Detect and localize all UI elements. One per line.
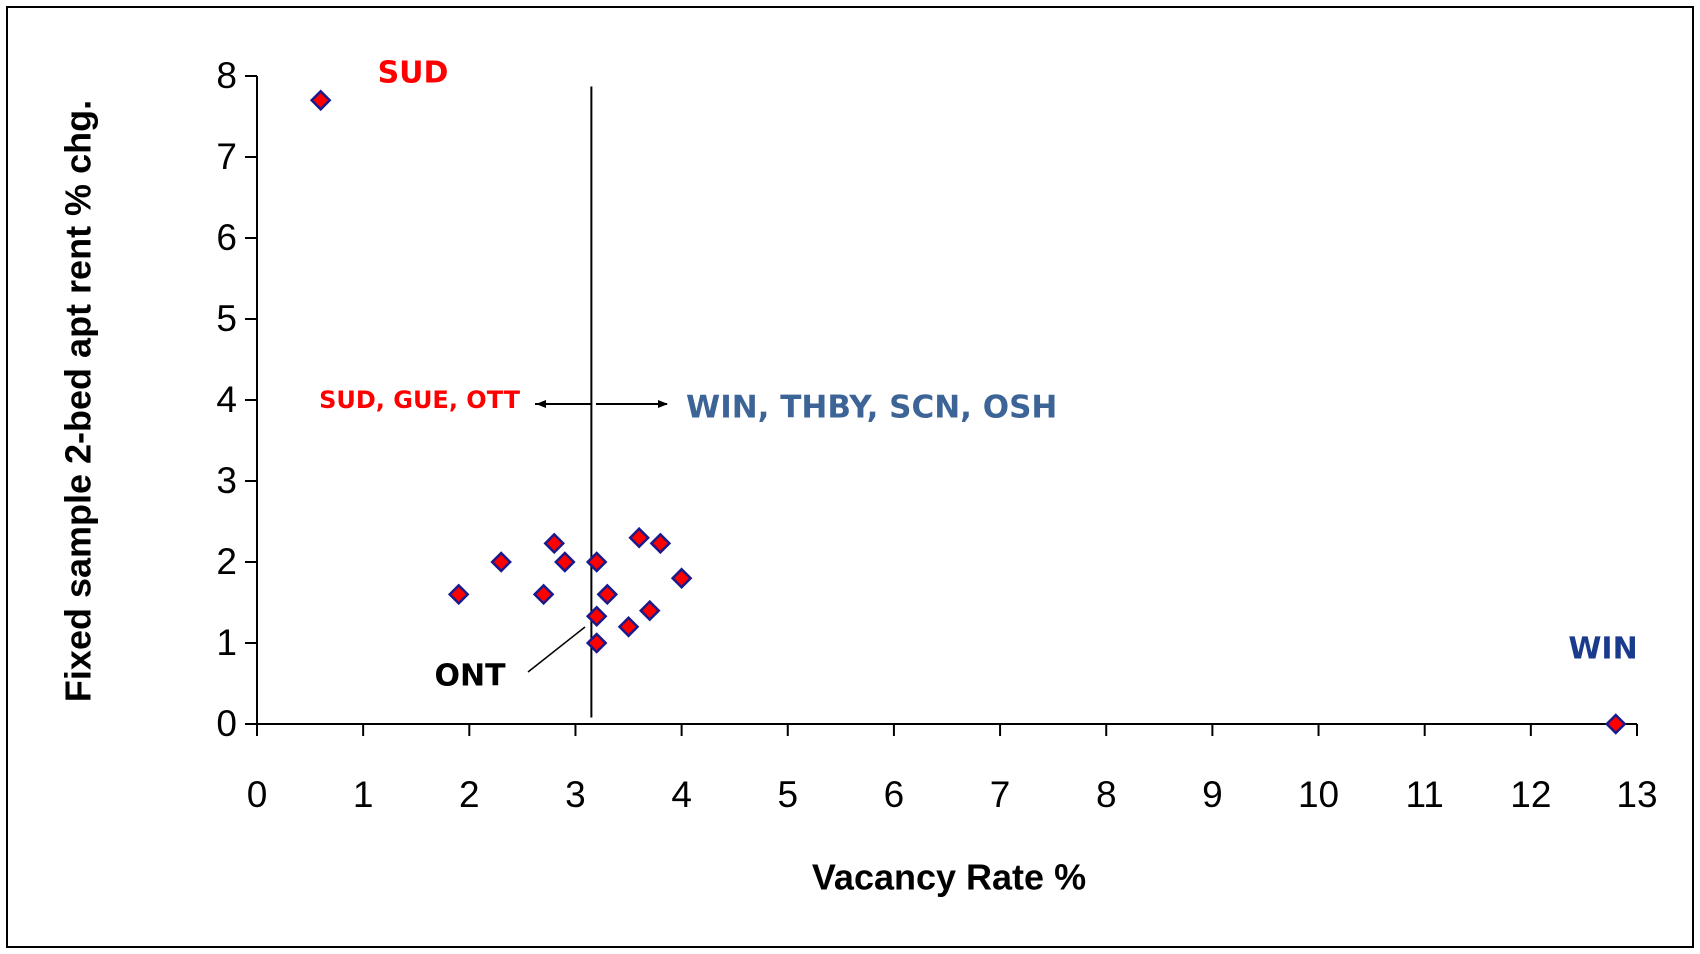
leader-line — [527, 626, 586, 673]
point — [670, 567, 693, 589]
point — [639, 599, 661, 622]
y-axis-title: Fixed sample 2-bed apt rent % chg. — [58, 100, 99, 702]
point — [596, 583, 619, 606]
point — [649, 532, 672, 555]
x-tick-label: 4 — [671, 774, 692, 815]
y-tick-label: 3 — [216, 460, 237, 501]
point — [1605, 713, 1627, 735]
y-tick-label: 5 — [216, 298, 237, 339]
y-tick-label: 2 — [216, 541, 237, 582]
point — [585, 605, 608, 628]
x-tick-label: 13 — [1616, 774, 1657, 815]
point — [628, 526, 650, 549]
y-tick-label: 8 — [216, 55, 237, 96]
x-tick-label: 2 — [459, 774, 480, 815]
y-tick-label: 7 — [216, 136, 237, 177]
point — [490, 551, 512, 573]
point — [585, 632, 608, 654]
point — [543, 532, 565, 555]
x-tick-label: 12 — [1510, 774, 1551, 815]
point — [585, 551, 608, 573]
x-tick-label: 5 — [777, 774, 798, 815]
frame — [6, 6, 1694, 948]
x-tick-label: 8 — [1096, 774, 1117, 815]
y-tick-label: 6 — [216, 217, 237, 258]
x-tick-label: 11 — [1405, 774, 1443, 815]
y-tick-label: 0 — [216, 703, 237, 744]
x-tick-label: 1 — [353, 774, 374, 815]
point — [617, 616, 640, 638]
x-tick-label: 10 — [1298, 774, 1339, 815]
y-tick-label: 4 — [216, 379, 237, 420]
point — [309, 89, 332, 112]
annotation: SUD, GUE, OTT — [319, 386, 521, 414]
point — [532, 583, 555, 606]
annotation: WIN — [1568, 632, 1637, 667]
y-tick-label: 1 — [216, 622, 237, 663]
annotation: WIN, THBY, SCN, OSH — [686, 390, 1057, 426]
x-tick-label: 6 — [884, 774, 905, 815]
x-tick-label: 9 — [1202, 774, 1223, 815]
x-tick-label: 3 — [565, 774, 586, 815]
x-axis-title: Vacancy Rate % — [812, 857, 1086, 898]
point — [554, 551, 576, 573]
x-tick-label: 7 — [990, 774, 1011, 815]
x-tick-label: 0 — [247, 774, 268, 815]
annotation: SUD — [378, 56, 449, 91]
annotation: ONT — [434, 659, 506, 694]
point — [447, 583, 470, 606]
